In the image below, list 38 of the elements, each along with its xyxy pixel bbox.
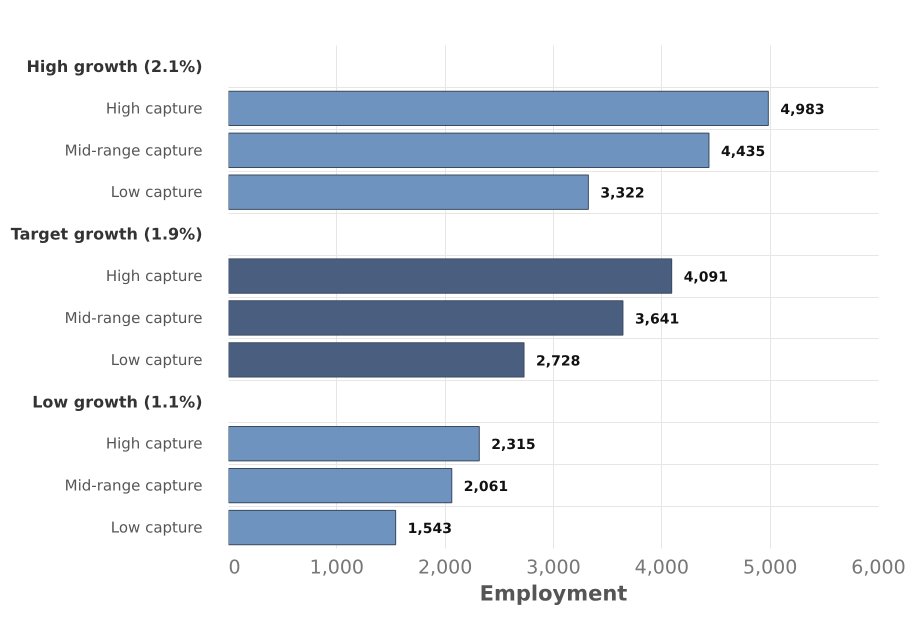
- y-tick-label: Mid-range capture: [64, 308, 202, 327]
- x-tick-label: 5,000: [742, 556, 798, 578]
- x-tick-label: 3,000: [526, 556, 581, 578]
- bar: [228, 90, 769, 126]
- data-label: 3,641: [634, 311, 680, 328]
- x-tick-label: 0: [228, 556, 241, 578]
- y-tick-label: Target growth (1.9%): [10, 224, 203, 244]
- bar: [228, 468, 452, 504]
- y-tick-label: Low capture: [110, 518, 203, 537]
- x-tick-label: 2,000: [418, 556, 472, 578]
- bar: [228, 510, 396, 546]
- data-label: 4,091: [684, 270, 728, 286]
- bar: [228, 258, 672, 294]
- y-tick-label: High capture: [106, 99, 203, 118]
- x-tick-label: 4,000: [634, 556, 690, 578]
- bar: [228, 342, 525, 378]
- y-tick-label: Low capture: [110, 350, 203, 369]
- data-label: 3,322: [600, 186, 645, 202]
- bar: [228, 300, 624, 336]
- y-tick-label: High growth (2.1%): [26, 56, 202, 76]
- y-tick-label: Mid-range capture: [64, 141, 202, 160]
- y-tick-label: High capture: [106, 434, 203, 453]
- bar: [228, 426, 480, 462]
- data-label: 2,061: [464, 479, 508, 496]
- y-tick-label: High capture: [106, 267, 203, 286]
- y-tick-label: Low capture: [110, 183, 203, 202]
- bar: [228, 174, 589, 210]
- x-axis-title: Employment: [480, 582, 628, 606]
- data-label: 4,435: [720, 144, 766, 160]
- x-tick-label: 6,000: [851, 556, 906, 578]
- y-tick-label: Mid-range capture: [64, 476, 202, 495]
- bar: [228, 132, 710, 168]
- data-label: 4,983: [780, 102, 825, 118]
- data-label: 2,728: [536, 353, 580, 370]
- data-label: 1,543: [408, 521, 452, 538]
- data-label: 2,315: [491, 437, 536, 454]
- y-tick-label: Low growth (1.1%): [32, 392, 202, 412]
- x-tick-label: 1,000: [310, 556, 364, 578]
